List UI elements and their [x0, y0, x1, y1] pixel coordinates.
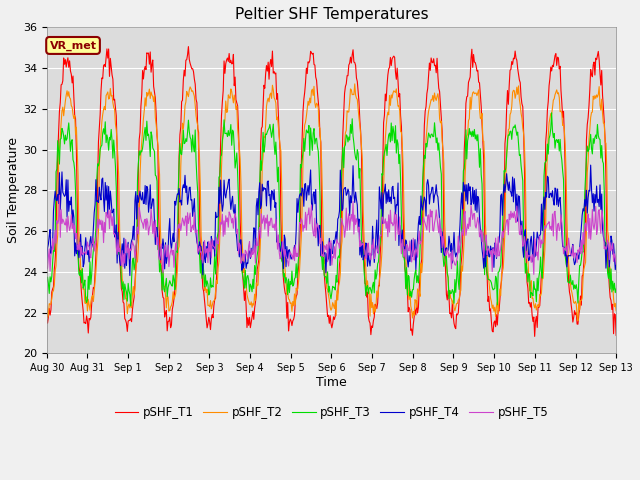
pSHF_T2 — [445, 292, 452, 298]
Legend: pSHF_T1, pSHF_T2, pSHF_T3, pSHF_T4, pSHF_T5: pSHF_T1, pSHF_T2, pSHF_T3, pSHF_T4, pSHF… — [110, 402, 553, 424]
pSHF_T4 — [43, 260, 51, 266]
Title: Peltier SHF Temperatures: Peltier SHF Temperatures — [235, 7, 428, 22]
pSHF_T4 — [212, 209, 220, 215]
pSHF_T1 — [445, 293, 452, 299]
pSHF_T5 — [179, 218, 187, 224]
pSHF_T5 — [54, 220, 61, 226]
Line: pSHF_T2: pSHF_T2 — [47, 84, 640, 321]
pSHF_T4 — [179, 182, 187, 188]
pSHF_T2 — [574, 318, 582, 324]
pSHF_T2 — [54, 232, 61, 238]
pSHF_T2 — [428, 97, 435, 103]
pSHF_T5 — [428, 214, 435, 220]
pSHF_T4 — [587, 162, 595, 168]
Line: pSHF_T5: pSHF_T5 — [47, 195, 640, 275]
pSHF_T5 — [56, 192, 63, 198]
pSHF_T5 — [43, 266, 51, 272]
pSHF_T5 — [118, 262, 125, 268]
pSHF_T1 — [179, 97, 186, 103]
pSHF_T3 — [179, 127, 187, 133]
pSHF_T1 — [428, 55, 435, 61]
Text: VR_met: VR_met — [49, 40, 97, 50]
pSHF_T1 — [54, 151, 61, 156]
pSHF_T5 — [212, 247, 220, 253]
Line: pSHF_T4: pSHF_T4 — [47, 165, 640, 276]
Line: pSHF_T3: pSHF_T3 — [47, 113, 640, 306]
pSHF_T1 — [531, 334, 538, 339]
pSHF_T2 — [179, 120, 186, 126]
pSHF_T5 — [530, 272, 538, 277]
pSHF_T4 — [116, 263, 124, 268]
pSHF_T1 — [184, 44, 192, 49]
pSHF_T1 — [43, 317, 51, 323]
pSHF_T1 — [116, 269, 124, 275]
Line: pSHF_T1: pSHF_T1 — [47, 47, 640, 336]
pSHF_T5 — [445, 254, 452, 260]
pSHF_T2 — [43, 303, 51, 309]
pSHF_T3 — [445, 296, 452, 301]
pSHF_T3 — [116, 257, 124, 263]
X-axis label: Time: Time — [316, 376, 347, 389]
Y-axis label: Soil Temperature: Soil Temperature — [7, 137, 20, 243]
pSHF_T3 — [54, 138, 61, 144]
pSHF_T4 — [54, 192, 61, 197]
pSHF_T2 — [351, 81, 358, 87]
pSHF_T4 — [428, 190, 435, 196]
pSHF_T2 — [211, 297, 219, 303]
pSHF_T3 — [43, 279, 51, 285]
pSHF_T4 — [126, 273, 134, 278]
pSHF_T3 — [127, 303, 134, 309]
pSHF_T2 — [116, 251, 124, 256]
pSHF_T3 — [548, 110, 556, 116]
pSHF_T3 — [212, 271, 220, 277]
pSHF_T4 — [445, 233, 452, 239]
pSHF_T1 — [212, 295, 220, 301]
pSHF_T3 — [428, 132, 435, 137]
